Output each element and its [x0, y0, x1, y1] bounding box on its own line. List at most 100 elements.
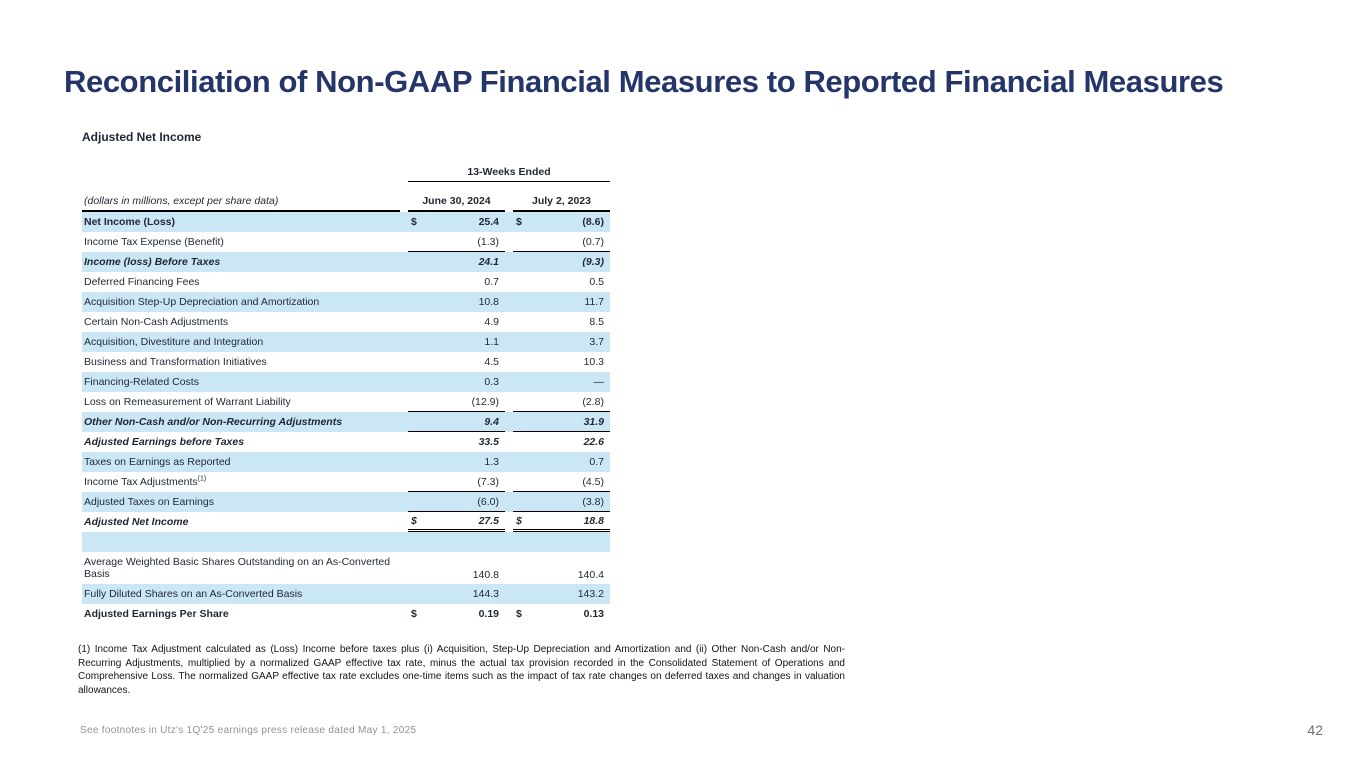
value-june-30-2024: 24.1 — [408, 252, 505, 272]
value-number: 10.8 — [478, 296, 499, 308]
value-june-30-2024: 4.9 — [408, 312, 505, 332]
value-number: (0.7) — [582, 235, 604, 248]
column-gap — [400, 512, 408, 532]
row-label: Income Tax Expense (Benefit) — [84, 235, 224, 248]
table-spacer-row — [82, 532, 610, 552]
units-note: (dollars in millions, except per share d… — [82, 186, 400, 212]
column-gap — [400, 604, 408, 624]
table-heading: Adjusted Net Income — [82, 130, 202, 144]
value-july-2-2023: 11.7 — [513, 292, 610, 312]
table-row: Other Non-Cash and/or Non-Recurring Adju… — [82, 412, 610, 432]
row-label: Financing-Related Costs — [84, 375, 199, 388]
column-header-july-2-2023: July 2, 2023 — [513, 186, 610, 212]
column-gap — [400, 212, 408, 232]
column-gap — [400, 472, 408, 492]
value-number: (8.6) — [582, 216, 604, 228]
value-june-30-2024: 33.5 — [408, 432, 505, 452]
value-june-30-2024: 1.3 — [408, 452, 505, 472]
value-june-30-2024: 9.4 — [408, 412, 505, 432]
table-row: Certain Non-Cash Adjustments 4.9 8.5 — [82, 312, 610, 332]
table-row: Adjusted Taxes on Earnings (6.0) (3.8) — [82, 492, 610, 512]
value-july-2-2023: (9.3) — [513, 252, 610, 272]
value-number: 0.7 — [484, 276, 499, 288]
value-number: 24.1 — [478, 256, 499, 268]
value-number: 10.3 — [583, 356, 604, 368]
value-number: 140.4 — [577, 569, 604, 581]
column-gap — [400, 232, 408, 252]
value-number: 0.3 — [484, 376, 499, 388]
value-june-30-2024: 0.3 — [408, 372, 505, 392]
value-june-30-2024: 140.8 — [408, 552, 505, 584]
value-june-30-2024: $27.5 — [408, 512, 505, 532]
table-row: Taxes on Earnings as Reported 1.3 0.7 — [82, 452, 610, 472]
value-number: 0.5 — [589, 276, 604, 288]
value-july-2-2023: 31.9 — [513, 412, 610, 432]
dollar-sign: $ — [411, 216, 417, 228]
value-july-2-2023: (4.5) — [513, 472, 610, 492]
value-number: (9.3) — [582, 256, 604, 268]
value-july-2-2023: 0.7 — [513, 452, 610, 472]
value-number: 140.8 — [472, 569, 499, 581]
value-july-2-2023: 0.5 — [513, 272, 610, 292]
column-gap — [505, 472, 513, 492]
value-number: (7.3) — [477, 475, 499, 488]
period-header-row: 13-Weeks Ended — [82, 161, 610, 182]
column-gap — [400, 252, 408, 272]
value-july-2-2023 — [513, 532, 610, 552]
column-gap — [505, 584, 513, 604]
value-number: 18.8 — [583, 514, 604, 527]
value-number: 11.7 — [584, 296, 604, 308]
value-june-30-2024: (1.3) — [408, 232, 505, 252]
column-gap — [400, 272, 408, 292]
value-july-2-2023: 143.2 — [513, 584, 610, 604]
value-number: (2.8) — [582, 395, 604, 408]
value-number: 144.3 — [472, 588, 499, 600]
column-gap — [505, 432, 513, 452]
table-body: Net Income (Loss) $25.4 $ (8.6) Income Tax E… — [82, 212, 610, 624]
column-gap — [400, 552, 408, 584]
value-number: 31.9 — [583, 415, 604, 428]
period-header: 13-Weeks Ended — [408, 161, 610, 182]
column-gap — [400, 292, 408, 312]
table-row: Acquisition Step-Up Depreciation and Amo… — [82, 292, 610, 312]
value-june-30-2024: 0.7 — [408, 272, 505, 292]
row-label: Loss on Remeasurement of Warrant Liabili… — [84, 395, 291, 408]
row-label: Average Weighted Basic Shares Outstandin… — [84, 555, 391, 580]
value-june-30-2024: (12.9) — [408, 392, 505, 412]
column-header-june-30-2024: June 30, 2024 — [408, 186, 505, 212]
row-label: Other Non-Cash and/or Non-Recurring Adju… — [84, 415, 343, 428]
row-label: Certain Non-Cash Adjustments — [84, 315, 229, 328]
row-label: Acquisition, Divestiture and Integration — [84, 335, 264, 348]
value-number: 1.3 — [484, 456, 499, 468]
value-number: 1.1 — [484, 336, 499, 348]
value-number: 9.4 — [484, 415, 499, 428]
column-gap — [400, 452, 408, 472]
column-gap — [505, 272, 513, 292]
row-label: Adjusted Net Income — [84, 515, 189, 528]
value-number: 27.5 — [478, 514, 499, 527]
page-title: Reconciliation of Non-GAAP Financial Mea… — [64, 64, 1224, 99]
value-june-30-2024: 4.5 — [408, 352, 505, 372]
table-row: Loss on Remeasurement of Warrant Liabili… — [82, 392, 610, 412]
footnote-text: (1) Income Tax Adjustment calculated as … — [78, 644, 845, 696]
column-gap — [505, 186, 513, 212]
column-gap — [505, 252, 513, 272]
value-july-2-2023: 140.4 — [513, 552, 610, 584]
value-july-2-2023: — — [513, 372, 610, 392]
column-gap — [400, 532, 408, 552]
value-june-30-2024: $0.19 — [408, 604, 505, 624]
dollar-sign: $ — [516, 514, 522, 527]
value-number: (1.3) — [477, 235, 499, 248]
table-row: Adjusted Earnings before Taxes 33.5 22.6 — [82, 432, 610, 452]
column-gap — [400, 412, 408, 432]
value-number: 4.9 — [484, 316, 499, 328]
row-label: Business and Transformation Initiatives — [84, 355, 267, 368]
column-gap — [505, 232, 513, 252]
row-label: Net Income (Loss) — [84, 215, 176, 228]
dollar-sign: $ — [411, 608, 417, 620]
column-gap — [400, 392, 408, 412]
value-june-30-2024 — [408, 532, 505, 552]
page-number: 42 — [1307, 722, 1323, 738]
value-july-2-2023: 22.6 — [513, 432, 610, 452]
value-june-30-2024: $25.4 — [408, 212, 505, 232]
